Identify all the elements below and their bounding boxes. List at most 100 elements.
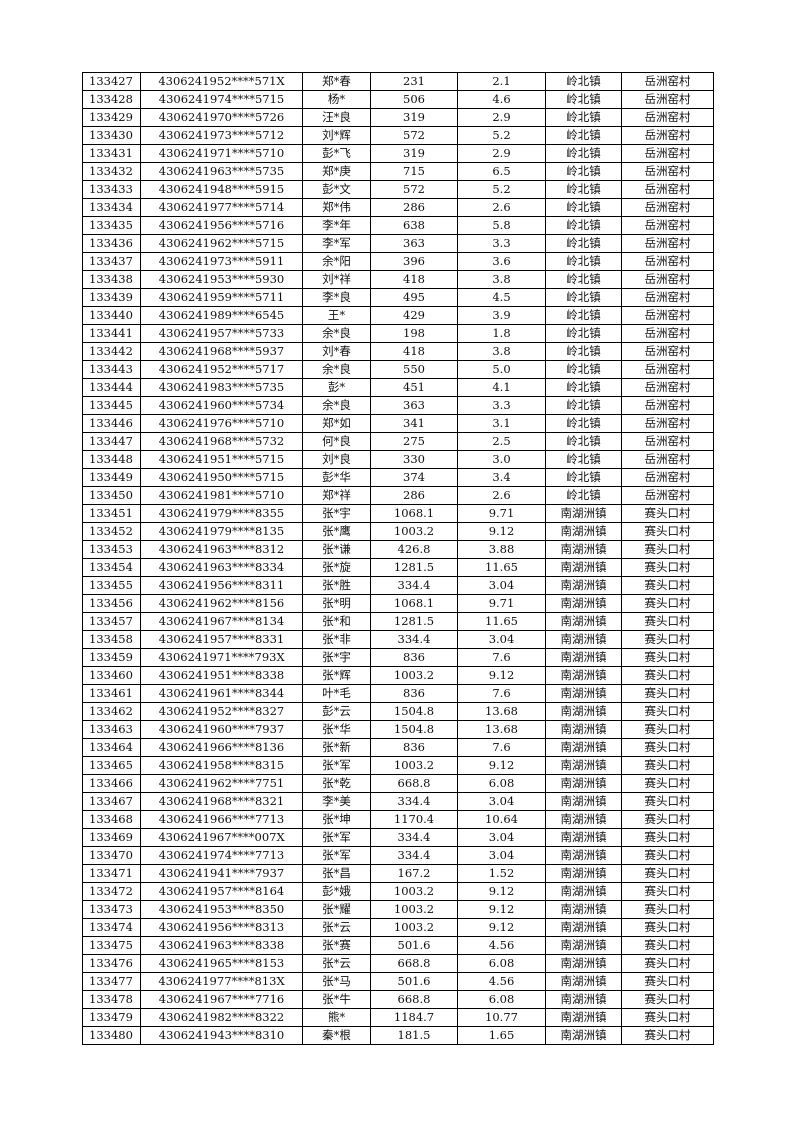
value-cell: 3.0 <box>457 450 546 469</box>
id-number-cell: 4306241973****5712 <box>140 126 303 145</box>
amount-cell: 426.8 <box>370 540 458 559</box>
amount-cell: 319 <box>370 144 458 163</box>
amount-cell: 506 <box>370 90 458 109</box>
town-cell: 南湖洲镇 <box>545 792 622 811</box>
village-cell: 赛头口村 <box>621 540 714 559</box>
name-cell: 郑*春 <box>302 72 371 91</box>
serial-number-cell: 133465 <box>82 756 141 775</box>
town-cell: 南湖洲镇 <box>545 846 622 865</box>
table-row: 133474 4306241956****8313 张*云 1003.2 9.12 南湖洲… <box>82 918 714 937</box>
name-cell: 张*华 <box>302 720 371 739</box>
id-number-cell: 4306241976****5710 <box>140 414 303 433</box>
amount-cell: 668.8 <box>370 774 458 793</box>
name-cell: 郑*伟 <box>302 198 371 217</box>
serial-number-cell: 133479 <box>82 1008 141 1027</box>
name-cell: 张*乾 <box>302 774 371 793</box>
value-cell: 3.3 <box>457 396 546 415</box>
town-cell: 岭北镇 <box>545 486 622 505</box>
town-cell: 南湖洲镇 <box>545 558 622 577</box>
table-row: 133462 4306241952****8327 彭*云 1504.8 13.68 南湖… <box>82 702 714 721</box>
amount-cell: 418 <box>370 342 458 361</box>
name-cell: 彭*娥 <box>302 882 371 901</box>
town-cell: 南湖洲镇 <box>545 540 622 559</box>
name-cell: 刘*祥 <box>302 270 371 289</box>
amount-cell: 550 <box>370 360 458 379</box>
name-cell: 张*军 <box>302 828 371 847</box>
name-cell: 彭*飞 <box>302 144 371 163</box>
value-cell: 7.6 <box>457 684 546 703</box>
town-cell: 岭北镇 <box>545 432 622 451</box>
village-cell: 赛头口村 <box>621 594 714 613</box>
village-cell: 岳洲窑村 <box>621 126 714 145</box>
amount-cell: 668.8 <box>370 954 458 973</box>
amount-cell: 572 <box>370 180 458 199</box>
id-number-cell: 4306241968****8321 <box>140 792 303 811</box>
value-cell: 3.8 <box>457 270 546 289</box>
village-cell: 赛头口村 <box>621 720 714 739</box>
table-row: 133479 4306241982****8322 熊* 1184.7 10.77 南湖洲… <box>82 1008 714 1027</box>
id-number-cell: 4306241977****5714 <box>140 198 303 217</box>
name-cell: 张*赛 <box>302 936 371 955</box>
village-cell: 岳洲窑村 <box>621 306 714 325</box>
value-cell: 9.71 <box>457 504 546 523</box>
value-cell: 6.08 <box>457 774 546 793</box>
serial-number-cell: 133440 <box>82 306 141 325</box>
serial-number-cell: 133451 <box>82 504 141 523</box>
value-cell: 5.0 <box>457 360 546 379</box>
id-number-cell: 4306241982****8322 <box>140 1008 303 1027</box>
serial-number-cell: 133450 <box>82 486 141 505</box>
amount-cell: 1170.4 <box>370 810 458 829</box>
amount-cell: 836 <box>370 648 458 667</box>
town-cell: 南湖洲镇 <box>545 972 622 991</box>
village-cell: 岳洲窑村 <box>621 234 714 253</box>
value-cell: 2.9 <box>457 144 546 163</box>
id-number-cell: 4306241970****5726 <box>140 108 303 127</box>
serial-number-cell: 133437 <box>82 252 141 271</box>
table-row: 133440 4306241989****6545 王* 429 3.9 岭北镇 岳洲窑村 <box>82 306 714 325</box>
amount-cell: 451 <box>370 378 458 397</box>
village-cell: 赛头口村 <box>621 936 714 955</box>
table-row: 133435 4306241956****5716 李*年 638 5.8 岭北镇 岳洲窑村 <box>82 216 714 235</box>
name-cell: 张*云 <box>302 954 371 973</box>
town-cell: 南湖洲镇 <box>545 576 622 595</box>
serial-number-cell: 133454 <box>82 558 141 577</box>
town-cell: 南湖洲镇 <box>545 648 622 667</box>
serial-number-cell: 133445 <box>82 396 141 415</box>
value-cell: 10.64 <box>457 810 546 829</box>
serial-number-cell: 133467 <box>82 792 141 811</box>
table-row: 133457 4306241967****8134 张*和 1281.5 11.65 南湖… <box>82 612 714 631</box>
id-number-cell: 4306241979****8355 <box>140 504 303 523</box>
town-cell: 南湖洲镇 <box>545 900 622 919</box>
value-cell: 7.6 <box>457 738 546 757</box>
amount-cell: 363 <box>370 234 458 253</box>
table-row: 133443 4306241952****5717 余*良 550 5.0 岭北镇 岳洲窑村 <box>82 360 714 379</box>
town-cell: 岭北镇 <box>545 360 622 379</box>
town-cell: 岭北镇 <box>545 288 622 307</box>
town-cell: 岭北镇 <box>545 90 622 109</box>
serial-number-cell: 133468 <box>82 810 141 829</box>
village-cell: 岳洲窑村 <box>621 342 714 361</box>
id-number-cell: 4306241956****5716 <box>140 216 303 235</box>
value-cell: 4.5 <box>457 288 546 307</box>
village-cell: 岳洲窑村 <box>621 180 714 199</box>
amount-cell: 319 <box>370 108 458 127</box>
village-cell: 岳洲窑村 <box>621 198 714 217</box>
town-cell: 南湖洲镇 <box>545 810 622 829</box>
name-cell: 张*军 <box>302 756 371 775</box>
village-cell: 赛头口村 <box>621 882 714 901</box>
amount-cell: 334.4 <box>370 576 458 595</box>
table-row: 133441 4306241957****5733 余*良 198 1.8 岭北镇 岳洲窑村 <box>82 324 714 343</box>
serial-number-cell: 133460 <box>82 666 141 685</box>
serial-number-cell: 133456 <box>82 594 141 613</box>
amount-cell: 341 <box>370 414 458 433</box>
table-row: 133434 4306241977****5714 郑*伟 286 2.6 岭北镇 岳洲窑村 <box>82 198 714 217</box>
table-row: 133445 4306241960****5734 余*良 363 3.3 岭北镇 岳洲窑村 <box>82 396 714 415</box>
serial-number-cell: 133433 <box>82 180 141 199</box>
village-cell: 赛头口村 <box>621 918 714 937</box>
table-row: 133453 4306241963****8312 张*谦 426.8 3.88 南湖洲镇… <box>82 540 714 559</box>
village-cell: 岳洲窑村 <box>621 90 714 109</box>
name-cell: 彭*华 <box>302 468 371 487</box>
town-cell: 岭北镇 <box>545 72 622 91</box>
id-number-cell: 4306241960****5734 <box>140 396 303 415</box>
amount-cell: 668.8 <box>370 990 458 1009</box>
